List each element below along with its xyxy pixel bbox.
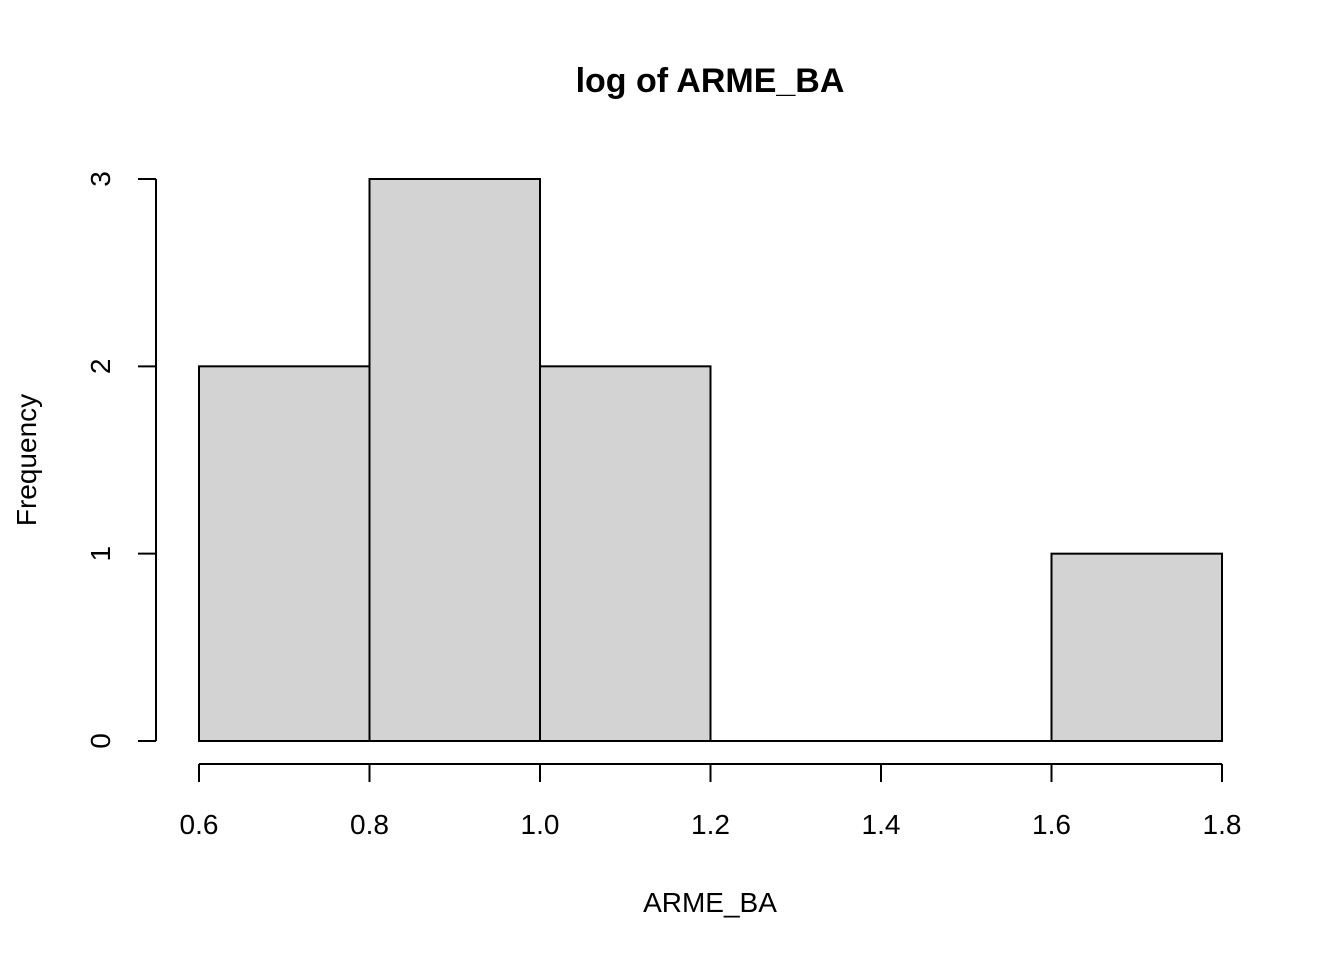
- histogram-bar: [539, 365, 712, 742]
- histogram-bar: [198, 365, 371, 742]
- histogram-bar: [1050, 552, 1223, 743]
- histogram-bar: [368, 178, 541, 742]
- x-axis-label: ARME_BA: [643, 887, 777, 918]
- y-tick-label: 1: [85, 546, 116, 562]
- x-axis: 0.6 0.8 1.0 1.2 1.4 1.6 1.8: [180, 763, 1242, 840]
- x-tick-label: 1.6: [1032, 809, 1071, 840]
- x-tick-label: 1.8: [1203, 809, 1242, 840]
- chart-title: log of ARME_BA: [576, 62, 845, 100]
- x-tick-label: 1.0: [521, 809, 560, 840]
- bars-group: [198, 178, 1223, 743]
- x-tick-label: 1.4: [862, 809, 901, 840]
- y-axis-label: Frequency: [11, 394, 42, 526]
- x-tick-label: 0.8: [350, 809, 389, 840]
- x-tick-label: 0.6: [180, 809, 219, 840]
- x-tick-label: 1.2: [691, 809, 730, 840]
- y-axis: 0 1 2 3: [85, 171, 157, 749]
- y-tick-label: 0: [85, 733, 116, 749]
- y-tick-label: 3: [85, 171, 116, 187]
- y-tick-label: 2: [85, 359, 116, 375]
